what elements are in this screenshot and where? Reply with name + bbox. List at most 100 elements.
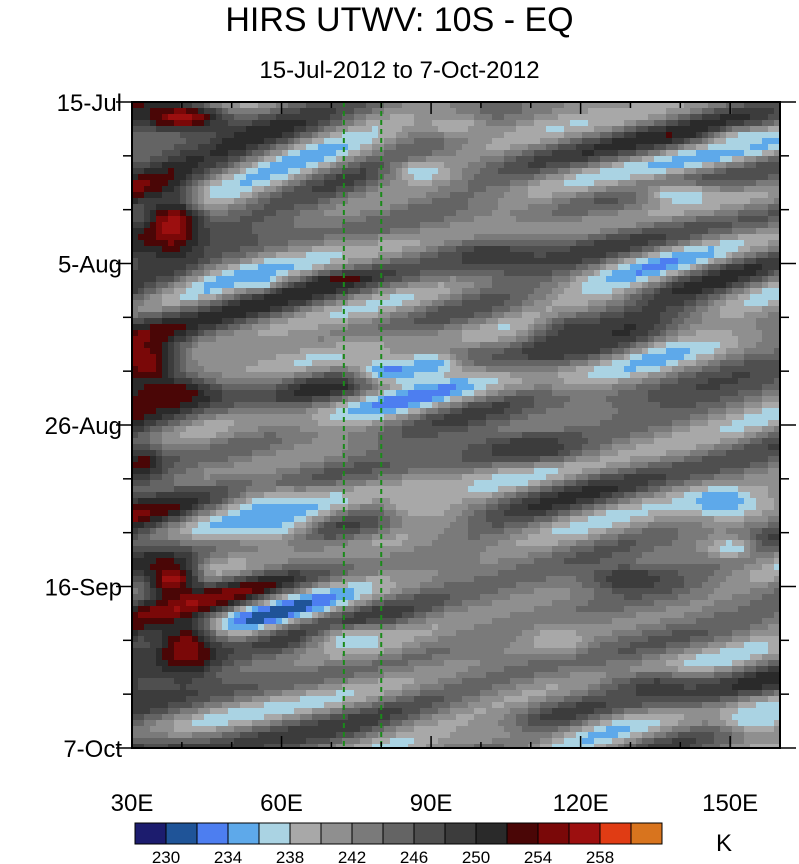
field-cell	[456, 336, 463, 343]
field-cell	[648, 324, 655, 331]
field-cell	[294, 186, 301, 193]
field-cell	[390, 276, 397, 283]
field-cell	[546, 198, 553, 205]
field-cell	[180, 354, 187, 361]
field-cell	[678, 276, 685, 283]
field-cell	[552, 360, 559, 367]
field-cell	[522, 138, 529, 145]
field-cell	[588, 240, 595, 247]
field-cell	[252, 282, 259, 289]
field-cell	[564, 162, 571, 169]
field-cell	[534, 138, 541, 145]
field-cell	[132, 222, 139, 229]
field-cell	[450, 180, 457, 187]
field-cell	[510, 252, 517, 259]
field-cell	[222, 126, 229, 133]
field-cell	[720, 294, 727, 301]
field-cell	[138, 114, 145, 121]
field-cell	[762, 144, 769, 151]
field-cell	[582, 168, 589, 175]
field-cell	[552, 318, 559, 325]
field-cell	[504, 120, 511, 127]
field-cell	[468, 264, 475, 271]
field-cell	[246, 228, 253, 235]
field-cell	[468, 210, 475, 217]
field-cell	[162, 162, 169, 169]
field-cell	[762, 288, 769, 295]
field-cell	[366, 336, 373, 343]
field-cell	[768, 108, 775, 115]
field-cell	[594, 222, 601, 229]
field-cell	[168, 180, 175, 187]
field-cell	[216, 366, 223, 373]
field-cell	[510, 204, 517, 211]
field-cell	[264, 324, 271, 331]
field-cell	[480, 294, 487, 301]
field-cell	[624, 312, 631, 319]
field-cell	[354, 306, 361, 313]
field-cell	[330, 168, 337, 175]
field-cell	[360, 300, 367, 307]
field-cell	[246, 378, 253, 385]
field-cell	[726, 168, 733, 175]
field-cell	[588, 348, 595, 355]
field-cell	[546, 372, 553, 379]
field-cell	[144, 330, 151, 337]
field-cell	[180, 132, 187, 139]
field-cell	[534, 234, 541, 241]
field-cell	[168, 138, 175, 145]
field-cell	[708, 294, 715, 301]
field-cell	[438, 204, 445, 211]
field-cell	[294, 288, 301, 295]
field-cell	[396, 204, 403, 211]
field-cell	[300, 114, 307, 121]
field-cell	[660, 252, 667, 259]
field-cell	[468, 336, 475, 343]
field-cell	[162, 228, 169, 235]
field-cell	[330, 144, 337, 151]
field-cell	[168, 156, 175, 163]
field-cell	[246, 216, 253, 223]
field-cell	[384, 240, 391, 247]
field-cell	[660, 180, 667, 187]
field-cell	[636, 192, 643, 199]
field-cell	[342, 102, 349, 109]
field-cell	[606, 348, 613, 355]
field-cell	[390, 318, 397, 325]
field-cell	[192, 300, 199, 307]
field-cell	[558, 348, 565, 355]
field-cell	[252, 150, 259, 157]
field-cell	[624, 270, 631, 277]
field-cell	[138, 216, 145, 223]
field-cell	[450, 354, 457, 361]
field-cell	[252, 114, 259, 121]
field-cell	[426, 234, 433, 241]
field-cell	[372, 102, 379, 109]
field-cell	[732, 252, 739, 259]
field-cell	[732, 126, 739, 133]
field-cell	[492, 126, 499, 133]
field-cell	[606, 264, 613, 271]
field-cell	[774, 264, 780, 271]
field-cell	[336, 330, 343, 337]
field-cell	[666, 150, 673, 157]
field-cell	[708, 354, 715, 361]
field-cell	[714, 138, 721, 145]
field-cell	[390, 270, 397, 277]
field-cell	[708, 372, 715, 379]
field-cell	[690, 132, 697, 139]
field-cell	[132, 174, 139, 181]
field-cell	[282, 372, 289, 379]
field-cell	[258, 168, 265, 175]
field-cell	[252, 198, 259, 205]
field-cell	[666, 198, 673, 205]
field-cell	[318, 132, 325, 139]
field-cell	[168, 246, 175, 253]
field-cell	[312, 270, 319, 277]
field-cell	[144, 348, 151, 355]
field-cell	[672, 156, 679, 163]
field-cell	[186, 162, 193, 169]
field-cell	[462, 240, 469, 247]
field-cell	[228, 276, 235, 283]
field-cell	[414, 342, 421, 349]
